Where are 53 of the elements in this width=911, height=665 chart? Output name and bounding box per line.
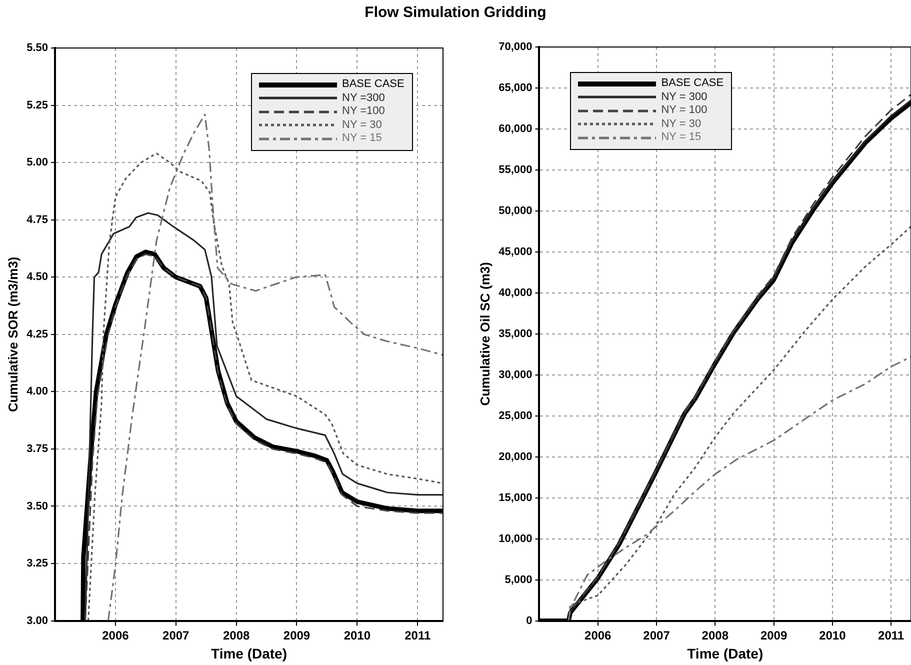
y-tick-label: 25,000: [498, 410, 532, 422]
y-axis-title: Cumulative SOR (m3/m3): [5, 256, 20, 412]
y-axis-title: Cumulative Oil SC (m3): [477, 262, 492, 406]
y-tick-label: 5,000: [504, 574, 532, 586]
x-axis-title: Time (Date): [687, 645, 764, 662]
y-tick-label: 35,000: [498, 328, 532, 340]
x-tick-label: 2006: [584, 628, 612, 642]
y-tick-label: 30,000: [498, 368, 532, 381]
text: NY = 15: [342, 132, 382, 146]
text: NY = 100: [661, 104, 708, 118]
y-tick-label: 60,000: [498, 123, 532, 136]
x-axis-title: Time (Date): [211, 645, 287, 662]
y-tick-label: 10,000: [498, 532, 532, 545]
y-tick-label: 20,000: [498, 450, 532, 463]
x-tick-label: 2008: [222, 628, 250, 642]
y-tick-label: 5.25: [26, 99, 48, 112]
text: NY = 15: [661, 131, 702, 144]
y-tick-label: 3.00: [26, 614, 48, 627]
y-tick-label: 5.00: [26, 156, 48, 169]
y-tick-label: 15,000: [498, 492, 532, 504]
x-tick-label: 2009: [283, 628, 310, 642]
text: BASE CASE: [342, 78, 404, 92]
text: NY = 30: [342, 118, 382, 132]
text: NY = 30: [661, 118, 702, 131]
text: BASE CASE: [661, 77, 724, 90]
y-tick-label: 3.75: [26, 442, 48, 455]
y-tick-label: 0: [526, 614, 532, 627]
y-tick-label: 5.50: [26, 42, 48, 54]
x-tick-label: 2010: [344, 628, 371, 642]
y-tick-label: 3.25: [26, 558, 48, 570]
x-tick-label: 2009: [760, 628, 788, 642]
text: NY =300: [342, 92, 385, 105]
y-tick-label: 45,000: [498, 246, 532, 258]
y-tick-label: 4.00: [26, 386, 48, 398]
x-tick-label: 2007: [643, 628, 670, 642]
x-tick-label: 2011: [878, 628, 904, 642]
y-tick-label: 4.50: [26, 271, 48, 284]
y-tick-label: 65,000: [498, 82, 532, 94]
y-tick-label: 50,000: [498, 204, 532, 217]
y-tick-label: 40,000: [498, 286, 532, 299]
y-tick-label: 4.25: [26, 328, 48, 340]
x-tick-label: 2006: [102, 628, 130, 642]
y-tick-label: 55,000: [498, 164, 532, 176]
text: NY = 300: [661, 90, 708, 104]
y-tick-label: 4.75: [26, 214, 48, 226]
y-tick-label: 70,000: [498, 41, 532, 54]
x-tick-label: 2007: [162, 628, 190, 642]
x-tick-label: 2010: [819, 628, 846, 642]
x-tick-label: 2011: [404, 628, 431, 642]
x-tick-label: 2008: [702, 628, 729, 642]
text: NY =100: [342, 105, 385, 118]
y-tick-label: 3.50: [26, 500, 48, 512]
chart-title: Flow Simulation Gridding: [364, 4, 548, 21]
